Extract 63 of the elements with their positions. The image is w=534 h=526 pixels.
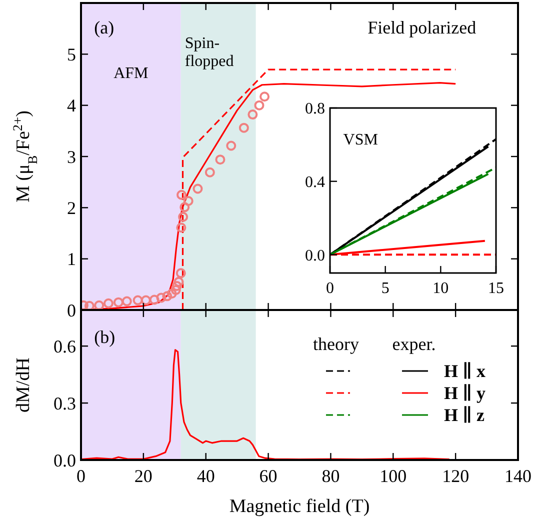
point: [113, 297, 124, 308]
point: [122, 296, 132, 306]
annotation: (b): [94, 327, 116, 347]
y-tick-label: 3: [67, 146, 76, 167]
x-tick-label: 5: [381, 280, 390, 297]
band-label: AFM: [114, 65, 148, 82]
y-tick-label: 4: [67, 96, 76, 116]
legend-label: H ∥ x: [444, 361, 486, 381]
legend-label: H ∥ z: [444, 405, 485, 425]
point: [176, 222, 186, 233]
point: [132, 295, 143, 306]
x-tick-label: 80: [322, 466, 340, 486]
annotation: theory: [313, 334, 359, 354]
y-tick-label: 5: [67, 44, 76, 64]
point: [140, 295, 151, 306]
x-tick-label: 140: [504, 466, 532, 486]
point: [84, 300, 94, 310]
annotation: exper.: [392, 334, 436, 354]
point: [180, 202, 190, 212]
point: [260, 92, 270, 102]
point: [166, 288, 177, 299]
legend-label: H ∥ y: [444, 383, 486, 403]
x-tick-label: 15: [488, 280, 504, 297]
y-tick-label: 1: [67, 249, 76, 270]
y-tick-label: 0.0: [305, 247, 325, 264]
x-axis-title: Magnetic field (T): [229, 496, 370, 517]
point: [254, 100, 264, 110]
point: [248, 110, 258, 120]
point: [176, 190, 187, 200]
point: [149, 294, 160, 305]
y-tick-label: 0.4: [305, 174, 325, 191]
y-axis-title: dM/dH: [13, 357, 34, 412]
x-tick-label: 100: [380, 466, 407, 486]
point: [170, 285, 181, 296]
point: [156, 292, 166, 303]
point: [162, 291, 172, 302]
x-tick-label: 20: [134, 466, 152, 486]
point: [94, 300, 104, 310]
point: [226, 140, 236, 151]
annotation: (a): [94, 18, 114, 38]
x-tick-label: 40: [196, 466, 215, 486]
y-tick-label: 0.8: [305, 100, 325, 118]
y-tick-label: 0.0: [54, 450, 76, 470]
point: [174, 276, 184, 287]
x-tick-label: 10: [432, 280, 449, 297]
point: [176, 268, 186, 278]
point: [238, 122, 249, 133]
point: [215, 154, 226, 165]
y-tick-label: 0.3: [54, 393, 76, 414]
y-tick-label: 0.6: [54, 336, 76, 356]
y-tick-label: 2: [67, 198, 76, 218]
y-tick-label: 0: [67, 300, 76, 320]
annotation: VSM: [343, 131, 378, 148]
annotation: Field polarized: [368, 18, 476, 38]
point: [103, 298, 114, 308]
band-label: Spin- flopped: [184, 35, 234, 70]
point: [204, 167, 215, 178]
point: [183, 196, 194, 206]
x-tick-label: 60: [259, 466, 278, 486]
x-tick-label: 120: [442, 466, 470, 486]
point: [192, 184, 203, 194]
point: [178, 212, 188, 222]
point: [172, 280, 182, 291]
